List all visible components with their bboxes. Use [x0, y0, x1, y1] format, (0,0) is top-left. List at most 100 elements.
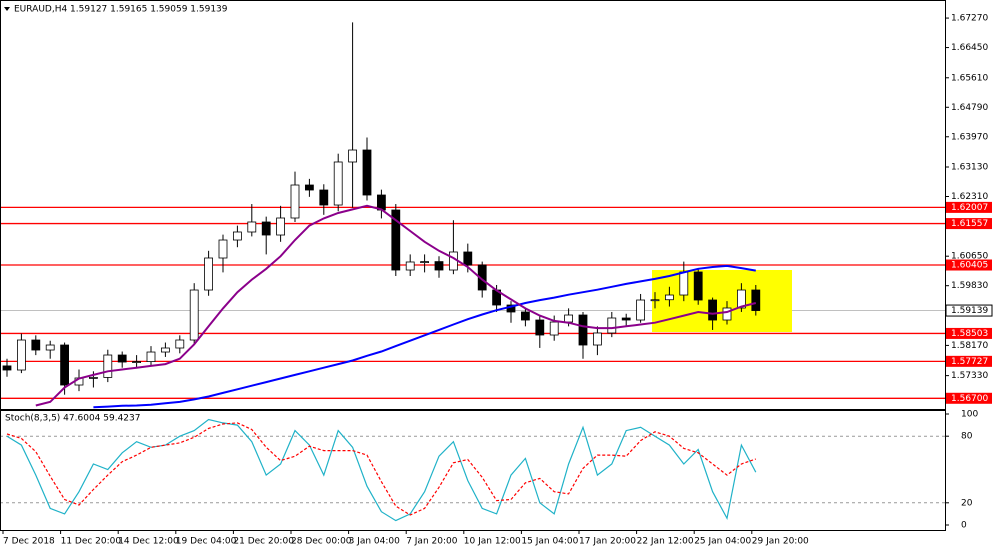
y-tick-label: 1.66450	[951, 43, 988, 53]
y-tick-label: 1.59830	[951, 281, 988, 291]
y-tick-label: 1.63130	[951, 162, 988, 172]
y-tick-label: 1.60650	[951, 252, 988, 262]
level-label-bg	[946, 201, 992, 213]
candle-body	[593, 332, 602, 346]
candle-body	[175, 339, 185, 349]
x-tick-label: 7 Jan 20:00	[406, 537, 458, 547]
x-tick-label: 28 Dec 00:00	[291, 537, 352, 547]
candle-body	[160, 347, 170, 353]
candle-body	[117, 354, 127, 363]
candle-body	[564, 314, 573, 323]
candle-body	[463, 251, 473, 266]
candle-body	[290, 184, 300, 219]
y-tick-label: 0	[961, 521, 967, 531]
candle-body	[218, 239, 228, 259]
level-label: 1.60405	[951, 261, 988, 271]
level-label-bg	[946, 327, 992, 339]
candle-body	[319, 189, 329, 206]
candle-body	[737, 289, 746, 309]
candle-body	[751, 289, 761, 311]
candle-body	[405, 261, 415, 271]
stoch-pane-frame	[0, 410, 946, 531]
candle-body	[420, 261, 430, 263]
chart-title: EURAUD,H4 1.59127 1.59165 1.59059 1.5913…	[14, 5, 228, 15]
moving-average	[93, 264, 756, 409]
x-tick-label: 22 Jan 12:00	[637, 537, 694, 547]
level-label: 1.62007	[951, 203, 988, 213]
candle-body	[650, 299, 660, 302]
candle-body	[636, 299, 645, 321]
x-tick-label: 25 Jan 04:00	[694, 537, 751, 547]
candle-body	[679, 271, 689, 296]
x-tick-label: 3 Jan 04:00	[349, 537, 401, 547]
y-tick-label: 1.62310	[951, 192, 988, 202]
y-tick-label: 100	[961, 409, 978, 419]
y-tick-label: 20	[961, 498, 973, 508]
y-tick-label: 1.63970	[951, 132, 988, 142]
level-label-bg	[946, 218, 992, 230]
candle-body	[146, 351, 156, 362]
moving-average	[35, 204, 757, 407]
candle-body	[693, 271, 703, 301]
candle-body	[103, 354, 113, 378]
candle-body	[521, 311, 530, 321]
menu-arrow	[4, 7, 10, 11]
last-price-label: 1.59139	[951, 306, 988, 316]
y-tick-label: 1.64790	[951, 103, 988, 113]
candle-body	[665, 294, 674, 301]
candle-body	[261, 221, 271, 236]
candle-body	[477, 264, 487, 291]
level-label: 1.57727	[951, 357, 988, 367]
x-tick-label: 21 Dec 20:00	[233, 537, 294, 547]
candle-body	[60, 344, 69, 386]
y-tick-label: 1.58170	[951, 341, 988, 351]
x-tick-label: 10 Jan 12:00	[464, 537, 521, 547]
candle-body	[448, 251, 458, 271]
stoch-line	[6, 418, 757, 522]
stoch-line	[6, 422, 756, 516]
level-label: 1.56700	[951, 394, 988, 404]
x-tick-label: 11 Dec 20:00	[61, 537, 122, 547]
candle-body	[304, 184, 314, 191]
candle-body	[232, 231, 242, 241]
candle-body	[132, 361, 142, 363]
candle-body	[578, 314, 588, 346]
candle-body	[535, 319, 545, 336]
candle-body	[31, 339, 41, 351]
y-tick-label: 1.67270	[951, 14, 988, 24]
x-tick-label: 29 Jan 20:00	[752, 537, 809, 547]
candle-body	[2, 365, 12, 371]
indicator-title: Stoch(8,3,5) 47.6004 59.4237	[5, 414, 140, 424]
candle-body	[549, 321, 559, 336]
candle-body	[362, 149, 372, 196]
level-label-bg	[946, 259, 992, 271]
highlight-zone	[652, 270, 792, 332]
candle-body	[607, 317, 617, 334]
level-label-bg	[946, 392, 992, 404]
candle-body	[348, 149, 358, 163]
y-tick-label: 1.65610	[951, 73, 988, 83]
last-price-bg	[945, 304, 993, 317]
candle-body	[189, 289, 199, 341]
candle-body	[722, 307, 732, 321]
level-label: 1.61557	[951, 219, 988, 229]
candle-body	[434, 261, 444, 271]
candle-body	[45, 344, 55, 351]
candle-body	[204, 257, 214, 291]
candle-body	[391, 209, 401, 271]
candle-body	[247, 221, 257, 233]
main-pane-frame	[0, 0, 946, 410]
candle-body	[333, 161, 343, 206]
candle-body	[16, 339, 26, 371]
x-tick-label: 15 Jan 04:00	[521, 537, 578, 547]
x-tick-label: 17 Jan 20:00	[579, 537, 636, 547]
level-label: 1.58503	[951, 329, 988, 339]
candle-body	[621, 317, 631, 321]
x-tick-label: 19 Dec 04:00	[176, 537, 237, 547]
x-tick-label: 7 Dec 2018	[3, 537, 55, 547]
candle-body	[89, 377, 98, 379]
y-tick-label: 1.57330	[951, 371, 988, 381]
x-tick-label: 14 Dec 12:00	[118, 537, 179, 547]
